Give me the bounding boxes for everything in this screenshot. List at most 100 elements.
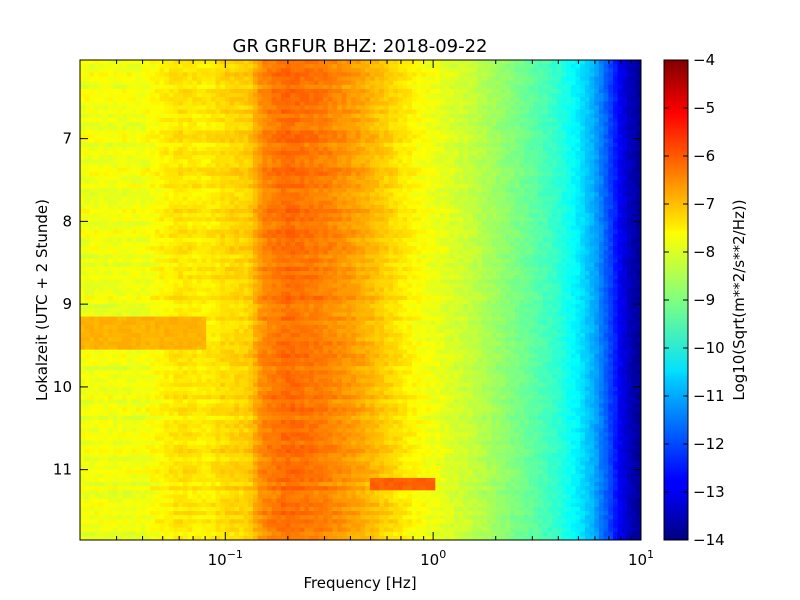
heatmap-cell (145, 155, 151, 160)
heatmap-cell (547, 171, 553, 177)
heatmap-cell (407, 192, 413, 198)
heatmap-cell (323, 72, 329, 78)
heatmap-cell (117, 60, 123, 65)
heatmap-cell (332, 72, 338, 78)
heatmap-cell (383, 146, 390, 152)
heatmap-cell (505, 180, 511, 185)
heatmap-cell (612, 155, 619, 160)
heatmap-cell (252, 196, 259, 202)
heatmap-cell (332, 167, 338, 173)
heatmap-cell (430, 188, 436, 194)
heatmap-cell (524, 64, 530, 69)
heatmap-cell (566, 138, 572, 144)
heatmap-cell (626, 122, 633, 127)
heatmap-cell (463, 97, 469, 102)
heatmap-cell (542, 93, 549, 98)
heatmap-cell (126, 109, 133, 115)
heatmap-cell (201, 84, 207, 90)
heatmap-cell (435, 146, 441, 152)
heatmap-cell (636, 93, 641, 98)
heatmap-cell (500, 72, 507, 78)
heatmap-cell (206, 60, 212, 65)
heatmap-cell (192, 217, 198, 222)
heatmap-cell (196, 167, 203, 173)
heatmap-cell (435, 68, 441, 74)
heatmap-cell (154, 88, 161, 94)
heatmap-cell (402, 208, 408, 214)
heatmap-cell (341, 76, 348, 82)
heatmap-cell (407, 80, 413, 86)
heatmap-cell (154, 64, 161, 69)
heatmap-cell (136, 138, 142, 144)
heatmap-cell (215, 171, 221, 177)
heatmap-cell (234, 180, 240, 185)
heatmap-cell (238, 76, 245, 82)
heatmap-cell (603, 64, 609, 69)
heatmap-cell (631, 142, 637, 148)
heatmap-cell (285, 130, 291, 136)
heatmap-cell (524, 76, 530, 82)
heatmap-cell (631, 146, 637, 152)
heatmap-cell (603, 138, 609, 144)
heatmap-cell (360, 105, 366, 111)
heatmap-cell (458, 146, 464, 152)
heatmap-cell (234, 167, 240, 173)
heatmap-cell (355, 138, 362, 144)
heatmap-cell (337, 208, 343, 214)
heatmap-cell (285, 221, 291, 227)
heatmap-cell (178, 184, 184, 189)
heatmap-cell (224, 126, 231, 131)
heatmap-cell (257, 208, 263, 214)
heatmap-cell (365, 192, 371, 198)
heatmap-cell (351, 64, 357, 69)
heatmap-cell (98, 130, 104, 136)
heatmap-cell (206, 68, 212, 74)
heatmap-cell (295, 221, 301, 227)
heatmap-cell (402, 192, 408, 198)
heatmap-cell (425, 64, 432, 69)
heatmap-cell (477, 208, 483, 214)
heatmap-cell (482, 130, 488, 136)
heatmap-cell (449, 200, 455, 206)
heatmap-cell (566, 134, 572, 140)
heatmap-cell (173, 200, 179, 206)
heatmap-cell (482, 93, 488, 98)
heatmap-cell (224, 117, 231, 123)
heatmap-cell (561, 68, 567, 74)
heatmap-cell (411, 151, 418, 156)
heatmap-cell (313, 113, 320, 119)
heatmap-cell (603, 88, 609, 94)
heatmap-cell (136, 213, 142, 218)
heatmap-cell (103, 109, 109, 115)
heatmap-cell (617, 167, 623, 173)
heatmap-cell (570, 105, 577, 111)
heatmap-cell (608, 88, 614, 94)
heatmap-cell (94, 175, 100, 181)
heatmap-cell (449, 142, 455, 148)
heatmap-cell (425, 192, 432, 198)
heatmap-cell (309, 151, 315, 156)
heatmap-cell (337, 88, 343, 94)
heatmap-cell (388, 213, 394, 218)
heatmap-cell (580, 217, 586, 222)
heatmap-cell (528, 72, 535, 78)
heatmap-cell (201, 184, 207, 189)
heatmap-cell (626, 60, 633, 65)
heatmap-cell (159, 105, 165, 111)
heatmap-cell (201, 192, 207, 198)
heatmap-cell (397, 192, 404, 198)
heatmap-cell (126, 76, 133, 82)
heatmap-cell (622, 101, 628, 107)
heatmap-cell (80, 109, 86, 115)
heatmap-cell (477, 151, 483, 156)
heatmap-cell (379, 60, 385, 65)
heatmap-cell (337, 159, 343, 165)
heatmap-cell (589, 101, 595, 107)
heatmap-cell (589, 175, 595, 181)
heatmap-cell (491, 155, 497, 160)
heatmap-cell (435, 101, 441, 107)
heatmap-cell (126, 60, 133, 65)
heatmap-cell (584, 204, 591, 210)
heatmap-cell (374, 101, 380, 107)
heatmap-cell (589, 88, 595, 94)
